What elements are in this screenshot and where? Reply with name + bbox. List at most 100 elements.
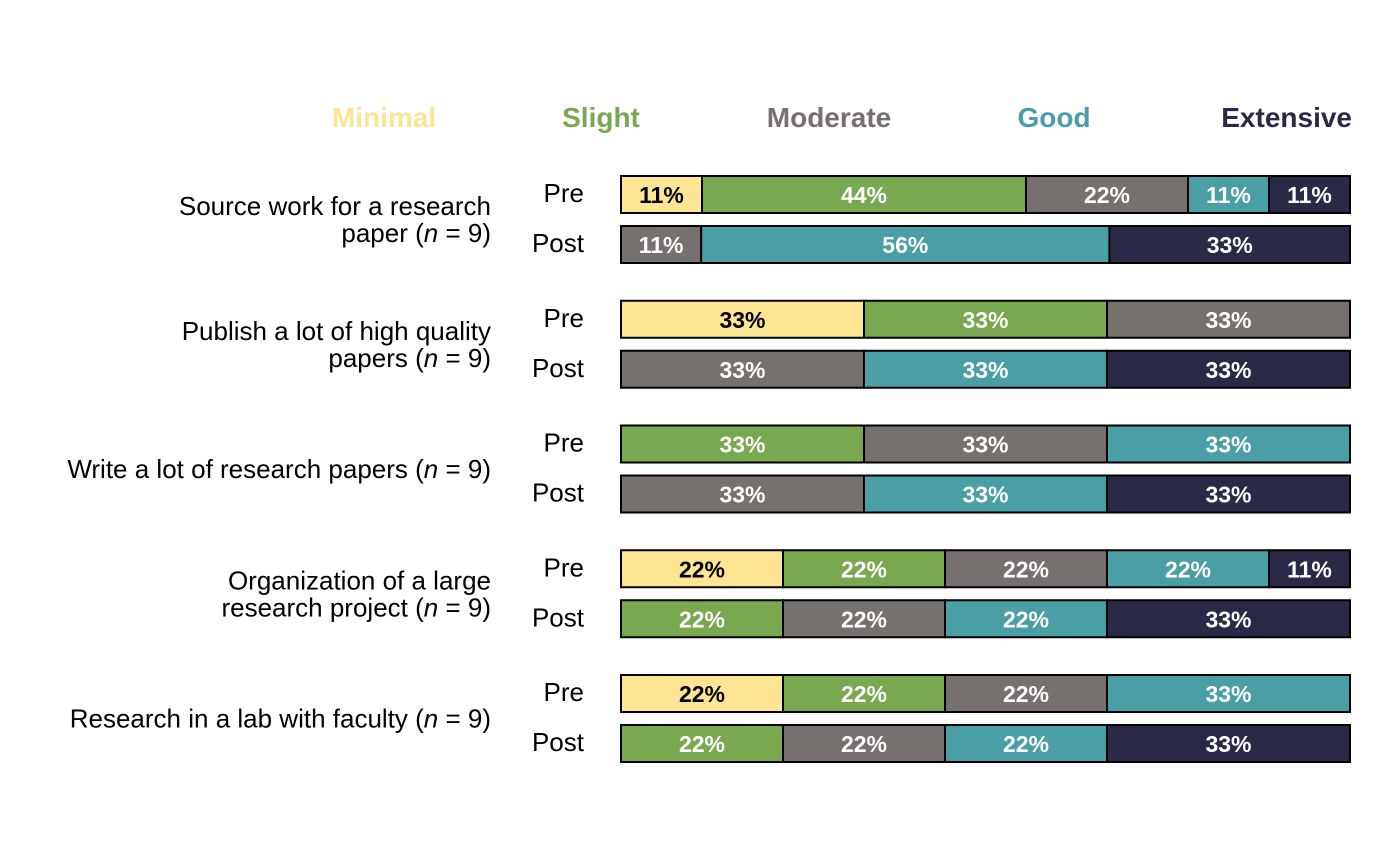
category-label: Publish a lot of high quality papers (n =… xyxy=(182,316,491,373)
category-label: Source work for a research paper (n = 9) xyxy=(179,191,491,248)
bar-value-label: 11% xyxy=(639,232,684,258)
bar-segment-moderate xyxy=(1025,175,1189,214)
legend: Minimal Slight Moderate Good Extensive xyxy=(332,102,1352,133)
bar-segment-extensive xyxy=(1106,724,1351,763)
category-label-line: Organization of a large xyxy=(228,565,491,595)
bar-segment-minimal xyxy=(620,299,865,339)
bar-value-label: 22% xyxy=(1003,731,1049,757)
bar-segment-extensive xyxy=(1268,175,1351,214)
bar-segment-slight xyxy=(620,724,784,763)
category-label-line: papers (n = 9) xyxy=(328,343,491,373)
bar-value-label: 22% xyxy=(841,731,887,757)
bar-segment-good xyxy=(1106,424,1351,464)
bar-segment-moderate xyxy=(1106,299,1351,339)
bar-value-label: 33% xyxy=(1207,232,1253,258)
bar-value-label: 22% xyxy=(679,556,725,582)
row-label-pre: Pre xyxy=(544,428,584,458)
bar-value-label: 33% xyxy=(962,482,1008,508)
bar-segment-extensive xyxy=(1106,474,1351,514)
bar-value-label: 33% xyxy=(1205,606,1251,632)
bar-segment-good xyxy=(863,474,1108,514)
bar-value-label: 22% xyxy=(841,606,887,632)
bar-value-label: 33% xyxy=(1205,432,1251,458)
bar-value-label: 11% xyxy=(1287,556,1332,582)
category-label-line: paper (n = 9) xyxy=(341,218,491,248)
category-group: Source work for a research paper (n = 9) P… xyxy=(179,175,1352,264)
bar-segment-slight xyxy=(782,674,946,713)
bar-value-label: 33% xyxy=(719,357,765,383)
row-label-pre: Pre xyxy=(544,552,584,582)
category-label: Write a lot of research papers (n = 9) xyxy=(67,454,491,484)
row-label-pre: Pre xyxy=(544,677,584,707)
row-label-pre: Pre xyxy=(544,303,584,333)
legend-item-good: Good xyxy=(1017,102,1090,133)
bar-value-label: 44% xyxy=(841,182,887,208)
bar-value-label: 11% xyxy=(1206,182,1251,208)
category-group: Publish a lot of high quality papers (n =… xyxy=(182,299,1351,389)
category-label-line: Publish a lot of high quality xyxy=(182,316,491,346)
legend-item-extensive: Extensive xyxy=(1221,102,1352,133)
bar-segment-moderate xyxy=(620,349,865,389)
category-label-line: research project (n = 9) xyxy=(221,592,491,622)
bar-value-label: 22% xyxy=(1084,182,1130,208)
bar-segment-good xyxy=(944,599,1108,639)
bar-value-label: 33% xyxy=(1205,731,1251,757)
category-group: Write a lot of research papers (n = 9) Pr… xyxy=(67,424,1351,514)
bar-segment-moderate xyxy=(782,599,946,639)
bar-segment-extensive xyxy=(1268,549,1351,589)
category-label-line: Write a lot of research papers (n = 9) xyxy=(67,454,491,484)
bar-value-label: 33% xyxy=(1205,307,1251,333)
legend-item-moderate: Moderate xyxy=(767,102,891,133)
bar-segment-good xyxy=(944,724,1108,763)
bar-value-label: 33% xyxy=(962,432,1008,458)
bar-value-label: 22% xyxy=(679,681,725,707)
bar-segment-extensive xyxy=(1106,349,1351,389)
bar-segment-extensive xyxy=(1106,599,1351,639)
category-groups: Source work for a research paper (n = 9) P… xyxy=(67,175,1352,763)
legend-item-minimal: Minimal xyxy=(332,102,436,133)
bar-value-label: 22% xyxy=(1003,681,1049,707)
bar-value-label: 22% xyxy=(1165,556,1211,582)
row-label-pre: Pre xyxy=(544,178,584,208)
category-label-line: Research in a lab with faculty (n = 9) xyxy=(70,704,491,734)
bar-segment-slight xyxy=(863,299,1108,339)
bar-segment-extensive xyxy=(1108,225,1352,264)
category-label-line: Source work for a research xyxy=(179,191,491,221)
bar-value-label: 33% xyxy=(719,432,765,458)
bar-value-label: 33% xyxy=(719,482,765,508)
bar-segment-moderate xyxy=(863,424,1108,464)
bar-value-label: 33% xyxy=(1205,482,1251,508)
bar-value-label: 56% xyxy=(882,232,928,258)
bar-value-label: 11% xyxy=(1287,182,1332,208)
bar-value-label: 33% xyxy=(962,357,1008,383)
bar-value-label: 22% xyxy=(679,731,725,757)
bar-value-label: 22% xyxy=(841,556,887,582)
bar-segment-slight xyxy=(782,549,946,589)
bar-segment-moderate xyxy=(944,549,1108,589)
bar-segment-good xyxy=(1106,674,1351,713)
bar-value-label: 22% xyxy=(679,606,725,632)
bar-value-label: 11% xyxy=(639,182,684,208)
bar-value-label: 33% xyxy=(1205,357,1251,383)
bar-segment-moderate xyxy=(782,724,946,763)
bar-segment-good xyxy=(863,349,1108,389)
bar-segment-minimal xyxy=(620,549,784,589)
bar-value-label: 22% xyxy=(841,681,887,707)
bar-segment-moderate xyxy=(620,225,703,264)
row-label-post: Post xyxy=(532,353,585,383)
legend-item-slight: Slight xyxy=(562,102,640,133)
bar-value-label: 33% xyxy=(719,307,765,333)
category-group: Organization of a large research project … xyxy=(221,549,1351,639)
row-label-post: Post xyxy=(532,478,585,508)
category-group: Research in a lab with faculty (n = 9) Pr… xyxy=(70,674,1351,763)
bar-segment-slight xyxy=(701,175,1027,214)
bar-segment-minimal xyxy=(620,175,703,214)
bar-value-label: 33% xyxy=(962,307,1008,333)
bar-segment-good xyxy=(700,225,1111,264)
category-label: Research in a lab with faculty (n = 9) xyxy=(70,704,491,734)
row-label-post: Post xyxy=(532,727,585,757)
row-label-post: Post xyxy=(532,228,585,258)
bar-value-label: 22% xyxy=(1003,606,1049,632)
row-label-post: Post xyxy=(532,602,585,632)
